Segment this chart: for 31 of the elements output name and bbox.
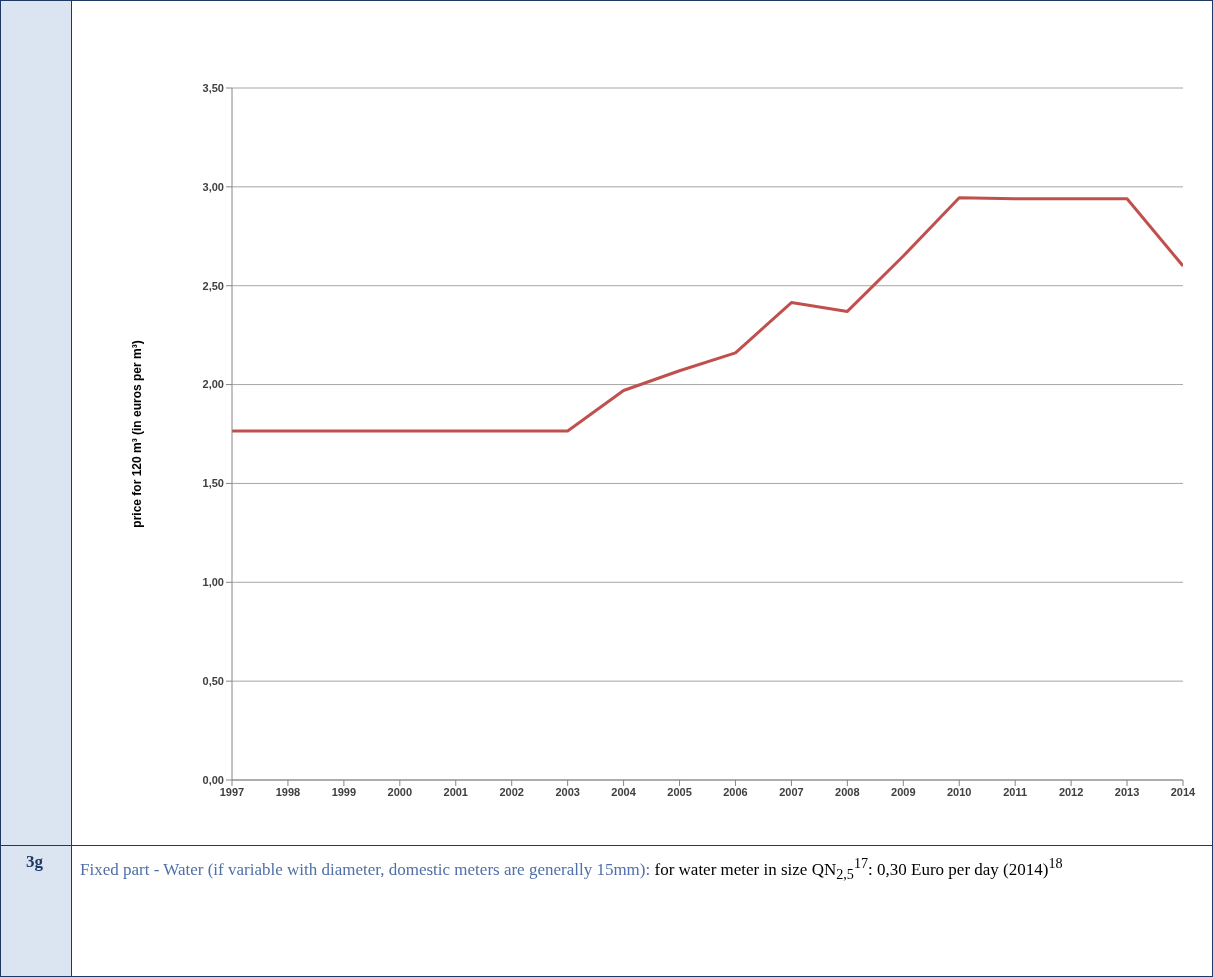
- x-tick-label: 2001: [443, 785, 469, 798]
- text: for water meter in size QN$_{2,5}$$^{17}$: 0,30 Euro per day (2014)$^{18}$: [654, 855, 1063, 883]
- x-tick-label: 1998: [275, 785, 301, 798]
- x-tick-label: 1997: [219, 785, 245, 798]
- x-tick-label: 2003: [555, 785, 580, 798]
- x-tick-label: 2004: [611, 785, 637, 798]
- x-tick-label: 2013: [1114, 785, 1140, 798]
- x-tick-label: 2008: [835, 785, 860, 798]
- y-axis-title: price for 120 m³ (in euros per m³): [130, 340, 145, 528]
- x-tick-label: 2002: [499, 785, 524, 798]
- x-tick-label: 2006: [723, 785, 748, 798]
- x-tick-label: 2014: [1170, 785, 1197, 798]
- y-tick-label: 2,00: [202, 378, 224, 391]
- y-tick-label: 0,50: [202, 675, 224, 688]
- x-tick-label: 2011: [1003, 785, 1028, 798]
- y-tick-label: 3,50: [202, 81, 224, 94]
- x-tick-label: 2005: [667, 785, 692, 798]
- text: 3g: [26, 852, 43, 872]
- x-tick-label: 2010: [946, 785, 972, 798]
- x-tick-label: 2000: [387, 785, 413, 798]
- y-tick-label: 3,00: [202, 180, 224, 193]
- x-tick-label: 2009: [891, 785, 916, 798]
- x-tick-label: 2007: [779, 785, 804, 798]
- x-tick-label: 2012: [1058, 785, 1084, 798]
- line-series: [232, 196, 1183, 433]
- y-tick-label: 1,50: [202, 477, 224, 490]
- text: Fixed part - Water (if variable with diameter, domestic meters are generally 15mm):: [80, 859, 651, 879]
- x-tick-label: 1999: [331, 785, 357, 798]
- y-tick-label: 1,00: [202, 576, 224, 589]
- y-tick-label: 2,50: [202, 279, 224, 292]
- y-tick-label: 0,00: [202, 773, 224, 786]
